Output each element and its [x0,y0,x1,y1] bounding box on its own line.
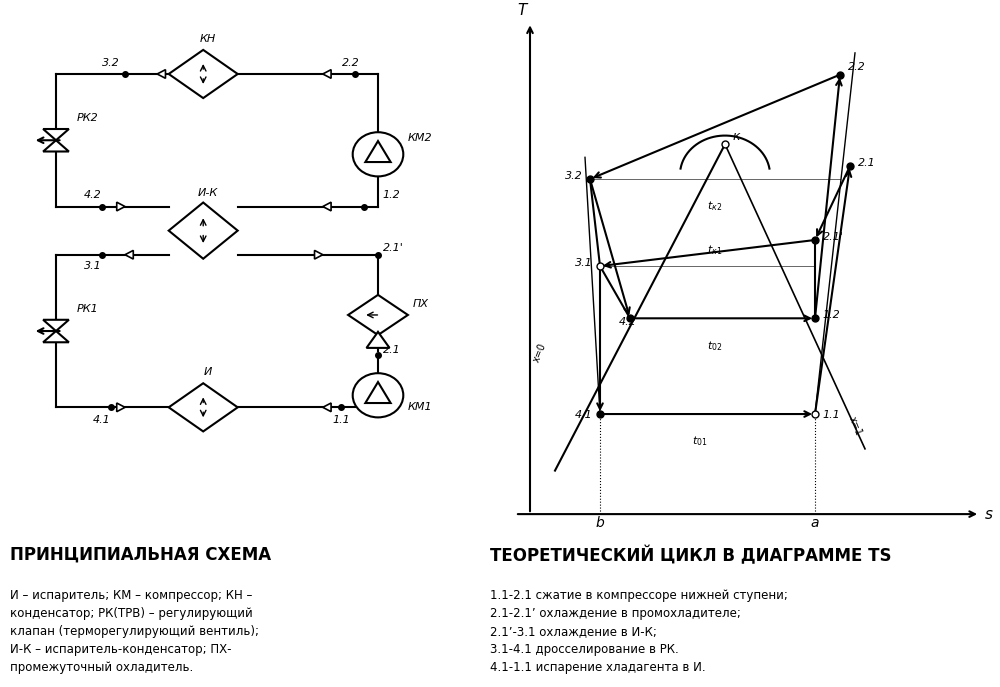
Text: 4.2: 4.2 [84,190,102,201]
Polygon shape [43,331,69,342]
Text: 1.1: 1.1 [332,416,350,425]
Text: И – испаритель; КМ – компрессор; КН –
конденсатор; РК(ТРВ) – регулирующий
клапан: И – испаритель; КМ – компрессор; КН – ко… [10,589,259,674]
Polygon shape [365,141,391,162]
Text: КМ1: КМ1 [408,403,433,412]
Text: 2.2: 2.2 [848,63,865,72]
Circle shape [353,132,403,177]
Text: ТЕОРЕТИЧЕСКИЙ ЦИКЛ В ДИАГРАММЕ TS: ТЕОРЕТИЧЕСКИЙ ЦИКЛ В ДИАГРАММЕ TS [490,545,892,565]
Text: 2.1: 2.1 [858,158,875,168]
Text: a: a [811,516,819,530]
Polygon shape [169,50,238,98]
Text: $t_{к2}$: $t_{к2}$ [707,199,723,214]
Text: s: s [985,506,993,521]
Polygon shape [348,295,408,335]
Text: 4.2: 4.2 [619,317,636,327]
Polygon shape [117,202,125,211]
Polygon shape [43,319,69,331]
Polygon shape [367,332,390,348]
Text: ПХ: ПХ [413,299,429,309]
Text: $t_{02}$: $t_{02}$ [707,339,723,352]
Polygon shape [323,403,331,412]
Text: 4.1: 4.1 [93,416,111,425]
Text: 1.2: 1.2 [383,190,400,201]
Polygon shape [169,203,238,259]
Text: T: T [518,3,527,18]
Text: x=0: x=0 [532,341,548,364]
Text: ПРИНЦИПИАЛЬНАЯ СХЕМА: ПРИНЦИПИАЛЬНАЯ СХЕМА [10,545,271,563]
Polygon shape [323,202,331,211]
Text: 3.2: 3.2 [565,171,582,181]
Text: 1.2: 1.2 [822,311,840,320]
Text: РК2: РК2 [77,113,98,123]
Polygon shape [157,69,165,78]
Text: к: к [732,130,740,143]
Text: 2.1': 2.1' [822,232,843,242]
Text: $t_{01}$: $t_{01}$ [692,434,708,449]
Polygon shape [323,69,331,78]
Text: 1.1-2.1 сжатие в компрессоре нижней ступени;
2.1-2.1’ охлаждение в промохладител: 1.1-2.1 сжатие в компрессоре нижней ступ… [490,589,788,674]
Text: КН: КН [200,34,216,44]
Text: 1.1: 1.1 [822,410,840,420]
Polygon shape [43,129,69,140]
Text: 2.2: 2.2 [342,58,359,68]
Polygon shape [125,250,133,259]
Text: РК1: РК1 [77,304,98,314]
Text: 2.1': 2.1' [383,243,403,253]
Text: $t_{к1}$: $t_{к1}$ [707,243,723,257]
Text: 4.1: 4.1 [575,410,592,420]
Polygon shape [315,250,323,259]
Text: КМ2: КМ2 [408,133,433,144]
Polygon shape [117,403,125,412]
Circle shape [353,373,403,418]
Polygon shape [169,383,238,431]
Text: И: И [204,368,212,377]
Polygon shape [43,140,69,152]
Text: 3.2: 3.2 [102,58,120,68]
Text: 3.1: 3.1 [84,261,102,271]
Text: 2.1: 2.1 [383,345,400,355]
Polygon shape [365,382,391,403]
Text: b: b [596,516,604,530]
Text: И-К: И-К [198,188,218,198]
Text: 3.1: 3.1 [575,258,592,268]
Text: x=1: x=1 [847,416,863,438]
